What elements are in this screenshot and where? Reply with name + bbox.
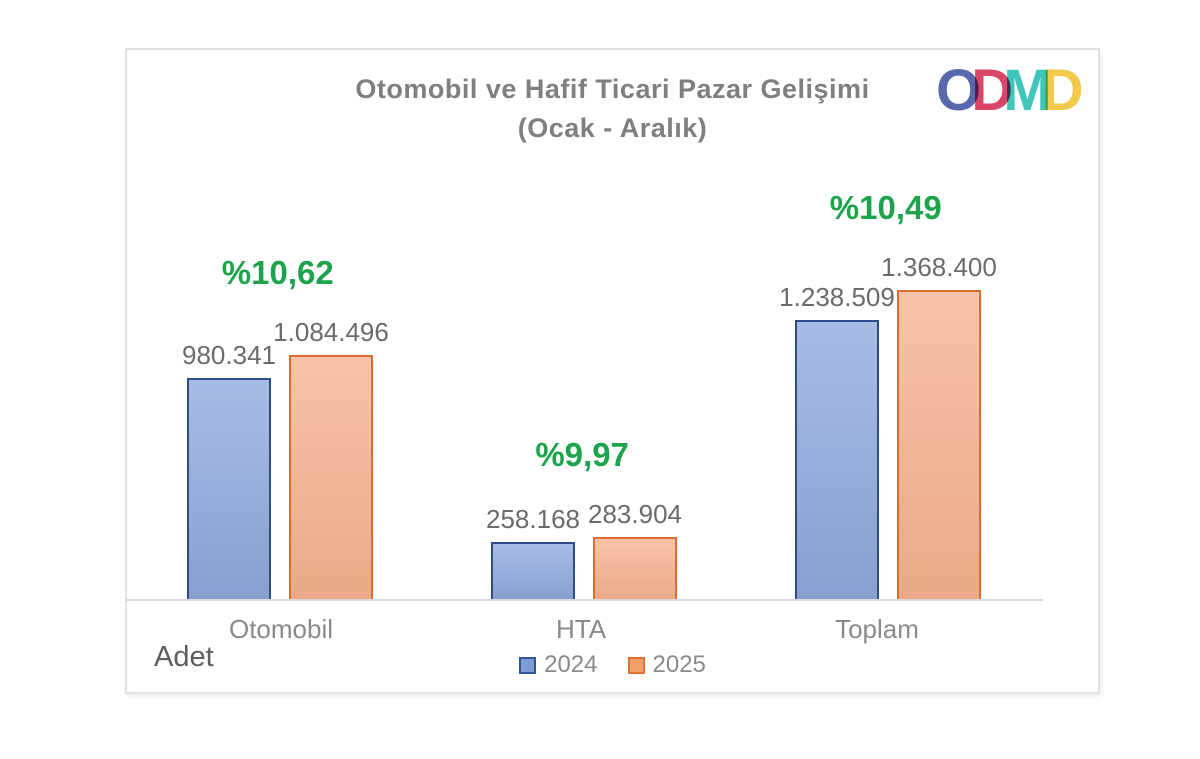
logo-letter-m: M bbox=[1003, 58, 1051, 123]
bar-otomobil-2025 bbox=[289, 355, 373, 601]
growth-label-hta: %9,97 bbox=[535, 436, 629, 473]
bar-hta-2025 bbox=[593, 537, 677, 601]
chart-title: Otomobil ve Hafif Ticari Pazar Gelişimi … bbox=[355, 74, 870, 144]
bar-column-toplam-2025: 1.368.400 bbox=[881, 252, 997, 601]
bar-value-hta-2024: 258.168 bbox=[486, 504, 580, 534]
growth-label-toplam: %10,49 bbox=[829, 189, 942, 226]
legend-item-2024: 2024 bbox=[519, 651, 598, 679]
legend-swatch-2024-icon bbox=[519, 656, 537, 674]
odmd-logo: ODMD bbox=[936, 62, 1084, 122]
bar-column-hta-2024: 258.168 bbox=[486, 504, 580, 601]
legend-item-2025: 2025 bbox=[627, 651, 706, 679]
legend-label-2025: 2025 bbox=[652, 651, 706, 678]
bar-column-toplam-2024: 1.238.509 bbox=[779, 282, 895, 601]
bar-value-hta-2025: 283.904 bbox=[588, 499, 682, 529]
bar-value-toplam-2025: 1.368.400 bbox=[881, 252, 997, 282]
logo-letter-o: O bbox=[936, 58, 981, 123]
legend-label-2024: 2024 bbox=[544, 651, 598, 678]
bar-column-hta-2025: 283.904 bbox=[588, 499, 682, 601]
bar-toplam-2024 bbox=[795, 320, 879, 601]
bar-group-toplam: %10,49 1.238.509 1.368.400 bbox=[779, 171, 997, 601]
category-label-otomobil: Otomobil bbox=[228, 614, 334, 644]
bar-otomobil-2024 bbox=[187, 378, 271, 601]
bar-value-otomobil-2025: 1.084.496 bbox=[273, 317, 389, 347]
bar-value-toplam-2024: 1.238.509 bbox=[779, 282, 895, 312]
legend-swatch-2025-icon bbox=[627, 656, 645, 674]
bar-column-otomobil-2024: 980.341 bbox=[182, 340, 276, 601]
bar-column-otomobil-2025: 1.084.496 bbox=[273, 317, 389, 601]
category-label-hta: HTA bbox=[555, 614, 607, 644]
y-axis-title: Adet bbox=[154, 641, 214, 673]
bar-group-otomobil: %10,62 980.341 1.084.496 bbox=[182, 171, 389, 601]
category-label-toplam: Toplam bbox=[835, 614, 919, 644]
legend: 2024 2025 bbox=[125, 651, 1100, 679]
bar-toplam-2025 bbox=[897, 290, 981, 601]
bar-group-hta: %9,97 258.168 283.904 bbox=[486, 171, 682, 601]
logo-letter-d1: D bbox=[971, 58, 1013, 123]
bar-value-otomobil-2024: 980.341 bbox=[182, 340, 276, 370]
x-axis-line bbox=[126, 599, 1043, 601]
growth-label-otomobil: %10,62 bbox=[221, 254, 334, 291]
logo-letter-d2: D bbox=[1041, 58, 1084, 123]
bar-hta-2024 bbox=[491, 542, 575, 601]
